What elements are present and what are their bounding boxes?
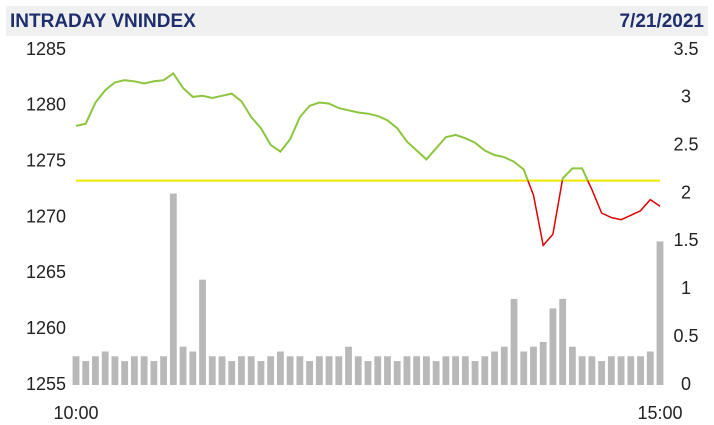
volume-bar (598, 361, 606, 385)
x-tick-label: 15:00 (637, 403, 682, 423)
y2-tick-label: 2 (681, 182, 691, 202)
volume-bar (267, 356, 275, 385)
y-tick-label: 1255 (26, 374, 66, 394)
volume-bar (432, 361, 440, 385)
volume-bar (559, 298, 567, 385)
y-tick-label: 1280 (26, 95, 66, 115)
volume-bar (354, 356, 362, 385)
volume-bar (130, 356, 138, 385)
y-tick-label: 1265 (26, 262, 66, 282)
index-line-below (527, 180, 661, 248)
volume-bar (72, 356, 80, 385)
volume-bar (238, 356, 245, 385)
volume-bar (578, 356, 586, 385)
volume-bar (471, 361, 479, 385)
x-tick-label: 10:00 (53, 403, 98, 423)
volume-bar (637, 356, 644, 385)
volume-bar (607, 356, 615, 385)
volume-bar (92, 356, 99, 385)
volume-bar (393, 361, 401, 385)
volume-bar (568, 346, 576, 385)
volume-bar (588, 356, 596, 385)
y-tick-label: 1275 (26, 150, 66, 170)
volume-bar (481, 356, 489, 385)
y-tick-label: 1270 (26, 206, 66, 226)
y2-tick-label: 0 (681, 374, 691, 394)
volume-bar (491, 351, 498, 385)
volume-bar (442, 356, 450, 385)
y2-tick-label: 1.5 (673, 230, 698, 250)
volume-bar (247, 356, 255, 385)
volume-bar (539, 341, 547, 385)
volume-bar (656, 241, 664, 385)
volume-bar (345, 346, 352, 385)
volume-bar (169, 193, 177, 385)
volume-bar (549, 308, 557, 385)
volume-bar (520, 351, 528, 385)
volume-bar (101, 351, 109, 385)
volume-bar (257, 361, 265, 385)
volume-bar (140, 356, 148, 385)
index-line-above (75, 71, 589, 181)
y2-tick-label: 0.5 (673, 326, 698, 346)
chart-date: 7/21/2021 (619, 11, 704, 32)
volume-bar (160, 356, 168, 385)
volume-bar (364, 361, 372, 385)
volume-bar (452, 356, 460, 385)
volume-bar (218, 356, 226, 385)
volume-bar (315, 356, 323, 385)
volume-bar (530, 346, 537, 385)
volume-bar (82, 361, 90, 385)
volume-bar (403, 356, 411, 385)
volume-bar (276, 351, 284, 385)
volume-bar (286, 356, 294, 385)
volume-bar (646, 351, 654, 385)
volume-bar (617, 356, 625, 385)
volume-bar (228, 361, 236, 385)
volume-bar (384, 356, 391, 385)
volume-bar (325, 356, 333, 385)
volume-bar (111, 356, 119, 385)
y2-tick-label: 3.5 (673, 39, 698, 59)
y-tick-label: 1260 (26, 318, 66, 338)
volume-bar (179, 346, 187, 385)
volume-bar (374, 356, 382, 385)
y2-tick-label: 2.5 (673, 134, 698, 154)
volume-bar (500, 346, 508, 385)
volume-bar (413, 356, 421, 385)
volume-bar (199, 279, 206, 385)
volume-bar (306, 361, 314, 385)
volume-bar (296, 356, 304, 385)
y2-tick-label: 3 (681, 87, 691, 107)
y-tick-label: 1285 (26, 39, 66, 59)
volume-bar (189, 351, 197, 385)
volume-bar (510, 298, 518, 385)
y2-tick-label: 1 (681, 278, 691, 298)
volume-bar (335, 356, 343, 385)
volume-bar (150, 361, 158, 385)
volume-bar (121, 361, 129, 385)
volume-bar (208, 356, 216, 385)
chart-title: INTRADAY VNINDEX (10, 11, 196, 32)
title-bar (6, 6, 708, 36)
volume-bar (627, 356, 635, 385)
volume-bar (461, 356, 469, 385)
volume-bar (422, 356, 430, 385)
